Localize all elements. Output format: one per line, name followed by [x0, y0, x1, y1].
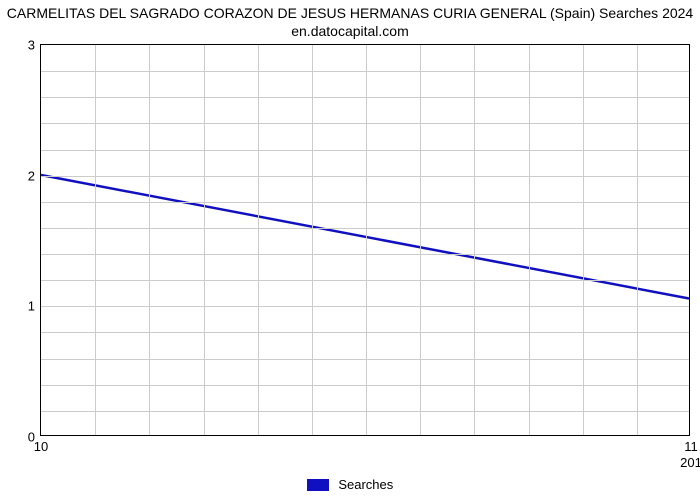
gridline-v	[583, 45, 584, 435]
y-tick-label: 2	[28, 168, 35, 183]
y-tick-label: 1	[28, 299, 35, 314]
gridline-v	[529, 45, 530, 435]
y-tick-label: 3	[28, 38, 35, 53]
gridline-v	[312, 45, 313, 435]
x-tick-label: 10	[34, 439, 48, 454]
gridline-h-minor	[41, 97, 689, 98]
gridline-v	[420, 45, 421, 435]
gridline-h-minor	[41, 71, 689, 72]
data-line	[41, 45, 689, 435]
x-tick-label-secondary: 201	[680, 455, 700, 470]
gridline-h-minor	[41, 359, 689, 360]
gridline-v	[149, 45, 150, 435]
chart-title: CARMELITAS DEL SAGRADO CORAZON DE JESUS …	[0, 4, 700, 40]
legend-swatch	[307, 479, 329, 491]
gridline-h-minor	[41, 280, 689, 281]
gridline-v	[366, 45, 367, 435]
gridline-h-major	[41, 306, 689, 307]
chart-title-line1: CARMELITAS DEL SAGRADO CORAZON DE JESUS …	[0, 4, 700, 22]
gridline-h-minor	[41, 202, 689, 203]
gridline-v	[204, 45, 205, 435]
plot-area: 01231011201	[40, 44, 690, 436]
gridline-h-minor	[41, 150, 689, 151]
gridline-h-minor	[41, 123, 689, 124]
gridline-h-major	[41, 176, 689, 177]
gridline-v	[474, 45, 475, 435]
gridline-h-minor	[41, 385, 689, 386]
gridline-h-minor	[41, 228, 689, 229]
gridline-v	[637, 45, 638, 435]
gridline-h-minor	[41, 254, 689, 255]
legend-label: Searches	[338, 477, 393, 492]
chart-title-line2: en.datocapital.com	[0, 22, 700, 40]
gridline-v	[258, 45, 259, 435]
gridline-h-minor	[41, 332, 689, 333]
gridline-h-minor	[41, 411, 689, 412]
x-tick-label: 11	[684, 439, 698, 454]
gridline-v	[95, 45, 96, 435]
legend: Searches	[0, 476, 700, 492]
